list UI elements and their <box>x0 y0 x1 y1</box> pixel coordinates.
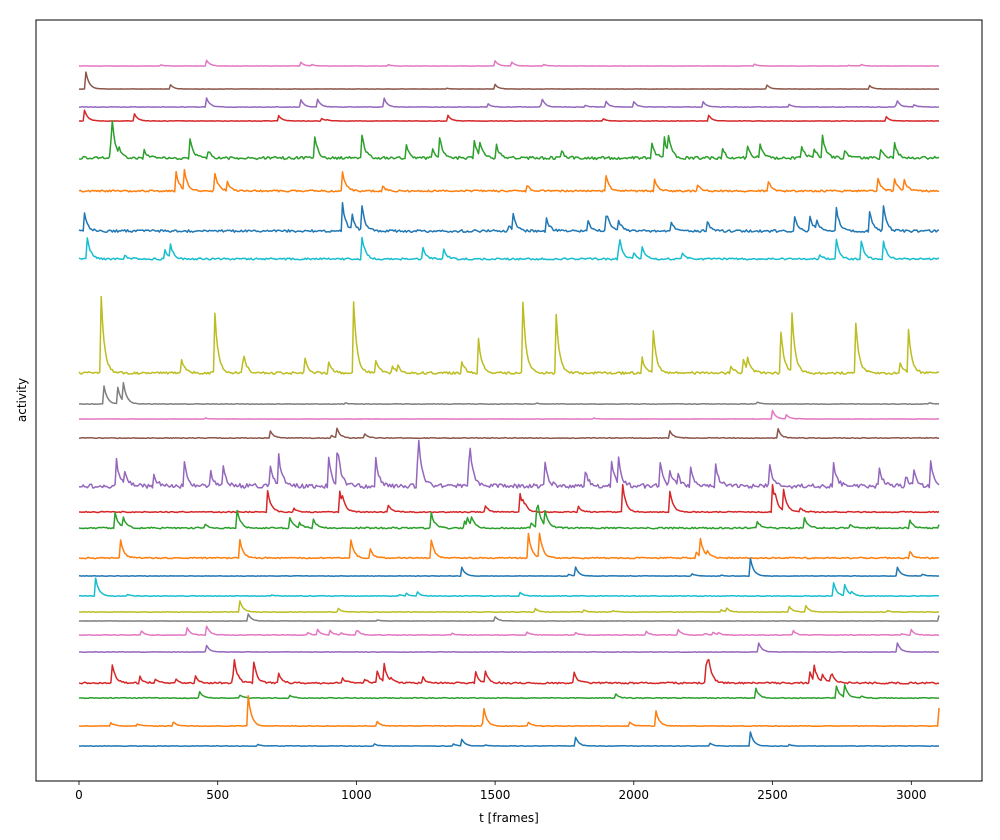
trace-8 <box>78 295 940 375</box>
trace-10 <box>79 409 939 420</box>
x-tick-label-0: 0 <box>75 788 83 802</box>
x-tick-label-2000: 2000 <box>619 788 650 802</box>
trace-5 <box>78 168 940 193</box>
trace-9 <box>78 382 940 405</box>
trace-18 <box>78 600 940 614</box>
trace-25 <box>79 731 940 747</box>
trace-0 <box>78 59 939 67</box>
x-axis-ticks: 0 500 1000 1500 2000 2500 3000 <box>75 781 927 802</box>
trace-17 <box>78 577 940 598</box>
x-tick-label-2500: 2500 <box>757 788 788 802</box>
x-tick-label-500: 500 <box>206 788 229 802</box>
x-tick-label-1000: 1000 <box>341 788 372 802</box>
trace-16 <box>78 557 940 577</box>
trace-12 <box>78 439 940 489</box>
trace-19 <box>78 613 940 622</box>
trace-1 <box>79 71 939 90</box>
trace-11 <box>78 427 940 440</box>
trace-24 <box>78 695 940 728</box>
y-axis-label: activity <box>15 378 29 422</box>
plot-frame <box>35 19 983 782</box>
x-axis-label: t [frames] <box>479 811 539 825</box>
trace-2 <box>79 97 940 108</box>
trace-22 <box>78 658 940 685</box>
traces <box>78 59 940 747</box>
trace-14 <box>78 504 940 530</box>
trace-4 <box>78 120 940 161</box>
trace-6 <box>78 201 940 233</box>
x-tick-label-1500: 1500 <box>480 788 511 802</box>
trace-20 <box>78 625 939 637</box>
trace-13 <box>79 483 940 514</box>
trace-21 <box>78 642 940 653</box>
trace-23 <box>78 684 940 700</box>
x-tick-label-3000: 3000 <box>896 788 927 802</box>
trace-15 <box>78 532 940 560</box>
trace-7 <box>78 236 939 261</box>
trace-3 <box>78 109 940 122</box>
